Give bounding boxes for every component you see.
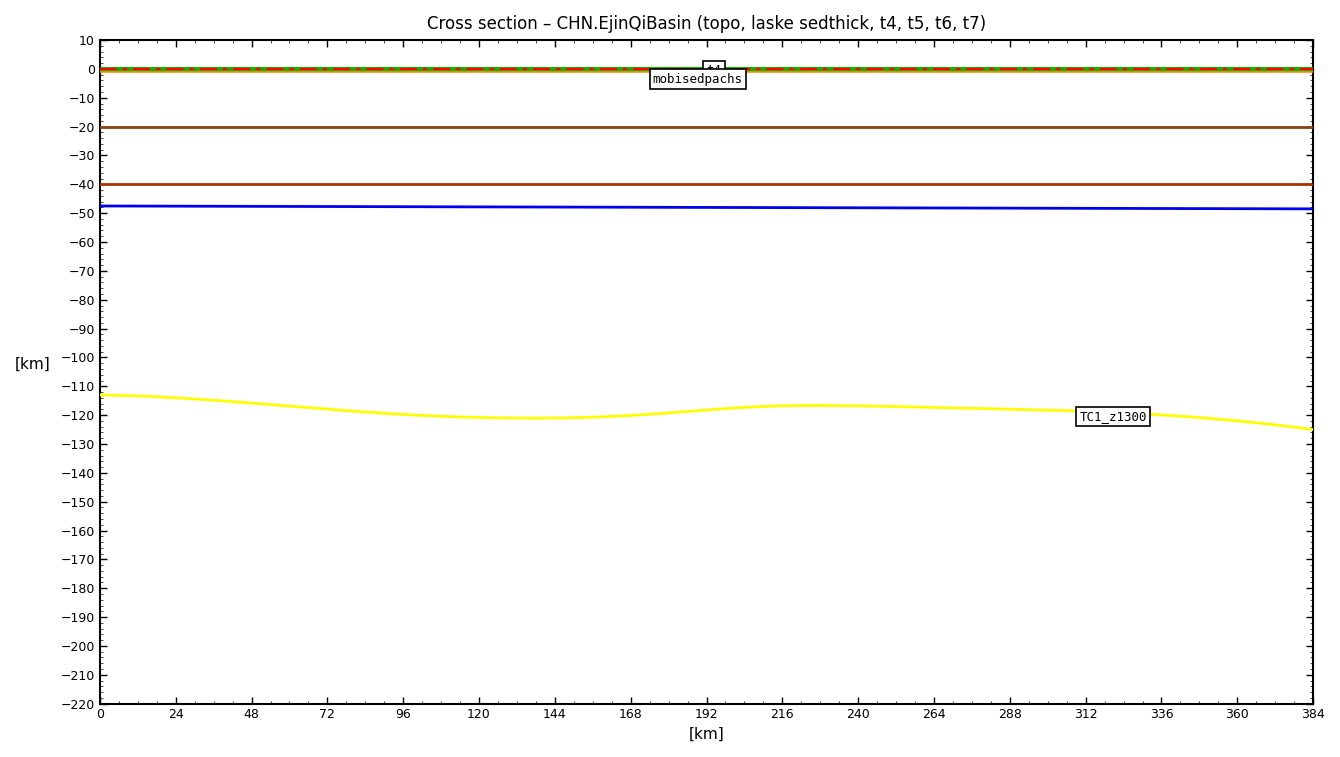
X-axis label: [km]: [km] <box>689 727 725 742</box>
Text: mobisedpachs: mobisedpachs <box>653 73 742 86</box>
Y-axis label: [km]: [km] <box>15 357 51 372</box>
Title: Cross section – CHN.EjinQiBasin (topo, laske sedthick, t4, t5, t6, t7): Cross section – CHN.EjinQiBasin (topo, l… <box>427 15 986 33</box>
Text: TC1_z1300: TC1_z1300 <box>1079 410 1147 423</box>
Text: t4: t4 <box>706 64 721 77</box>
